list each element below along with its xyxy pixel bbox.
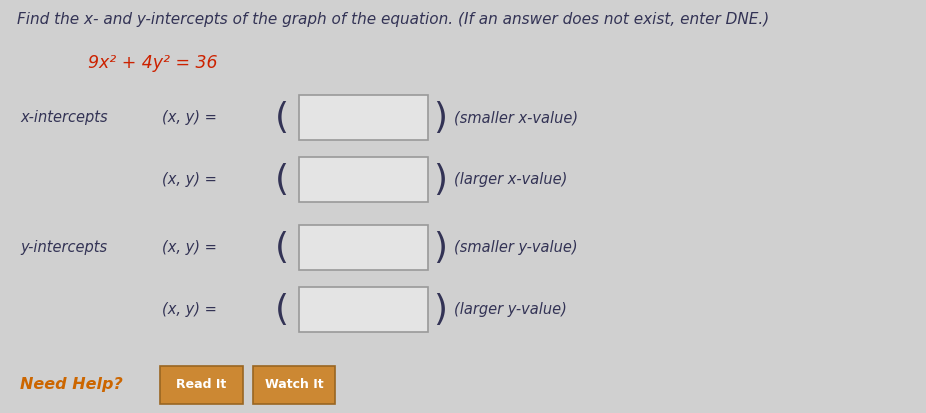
Text: Need Help?: Need Help? [20,377,123,392]
Text: 9x² + 4y² = 36: 9x² + 4y² = 36 [88,54,218,72]
FancyBboxPatch shape [299,287,428,332]
Text: Read It: Read It [176,378,227,392]
FancyBboxPatch shape [299,157,428,202]
Text: (x, y) =: (x, y) = [162,240,217,255]
Text: Find the x- and y-intercepts of the graph of the equation. (If an answer does no: Find the x- and y-intercepts of the grap… [17,12,769,26]
Text: ): ) [433,231,447,265]
Text: (x, y) =: (x, y) = [162,302,217,317]
Text: y-intercepts: y-intercepts [20,240,107,255]
Text: (: ( [275,101,290,135]
FancyBboxPatch shape [253,366,335,404]
Text: (larger x-value): (larger x-value) [454,172,567,187]
Text: ): ) [433,293,447,327]
FancyBboxPatch shape [299,95,428,140]
Text: ): ) [433,101,447,135]
Text: (larger y-value): (larger y-value) [454,302,567,317]
Text: (x, y) =: (x, y) = [162,110,217,125]
FancyBboxPatch shape [160,366,243,404]
Text: (: ( [275,293,290,327]
Text: x-intercepts: x-intercepts [20,110,108,125]
FancyBboxPatch shape [299,225,428,270]
Text: (smaller x-value): (smaller x-value) [454,110,578,125]
Text: (: ( [275,163,290,197]
Text: (: ( [275,231,290,265]
Text: (x, y) =: (x, y) = [162,172,217,187]
Text: Watch It: Watch It [265,378,323,392]
Text: ): ) [433,163,447,197]
Text: (smaller y-value): (smaller y-value) [454,240,578,255]
